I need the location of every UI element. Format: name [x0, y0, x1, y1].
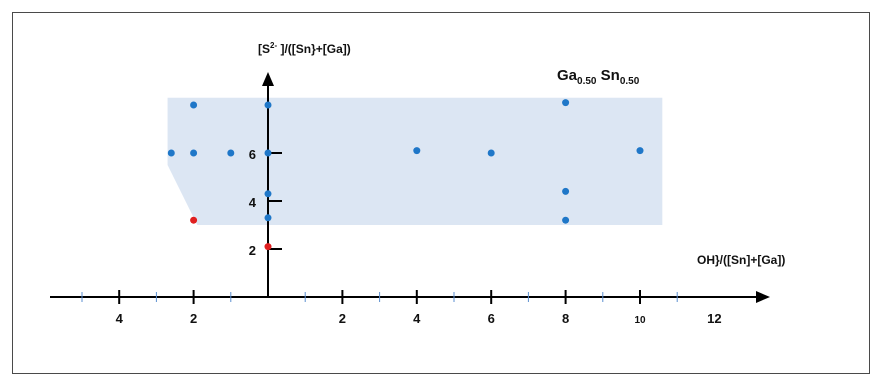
y-axis-arrow: [262, 72, 274, 86]
data-point: [562, 99, 570, 107]
data-point: [264, 243, 272, 251]
data-point: [562, 216, 570, 224]
data-point: [190, 101, 198, 109]
data-point: [562, 187, 570, 195]
data-point: [190, 149, 198, 157]
data-point: [264, 190, 272, 198]
data-point: [190, 216, 198, 224]
data-point: [264, 149, 272, 157]
y-axis-title: [S2- ]/([Sn}+[Ga]): [258, 41, 351, 56]
data-point: [227, 149, 235, 157]
stability-region: [167, 97, 663, 225]
data-point: [264, 101, 272, 109]
x-tick-label: 12: [707, 311, 721, 326]
x-tick-label: 10: [634, 315, 646, 326]
data-point: [413, 147, 421, 155]
data-point: [636, 147, 644, 155]
composition-label: Ga0.50 Sn0.50: [557, 67, 640, 87]
x-tick-label: 6: [488, 311, 495, 326]
y-tick-label: 4: [249, 195, 257, 210]
y-tick-label: 6: [249, 147, 256, 162]
x-tick-label: 2: [190, 311, 197, 326]
x-tick-label: 4: [413, 311, 421, 326]
data-point: [167, 149, 175, 157]
y-tick-label: 2: [249, 243, 256, 258]
data-point: [487, 149, 495, 157]
x-axis-arrow: [756, 291, 770, 303]
data-point: [264, 214, 272, 222]
x-tick-label: 8: [562, 311, 569, 326]
x-axis-title: OH}/([Sn]+[Ga]): [697, 253, 785, 267]
x-tick-label: 2: [339, 311, 346, 326]
x-tick-label: 4: [116, 311, 124, 326]
